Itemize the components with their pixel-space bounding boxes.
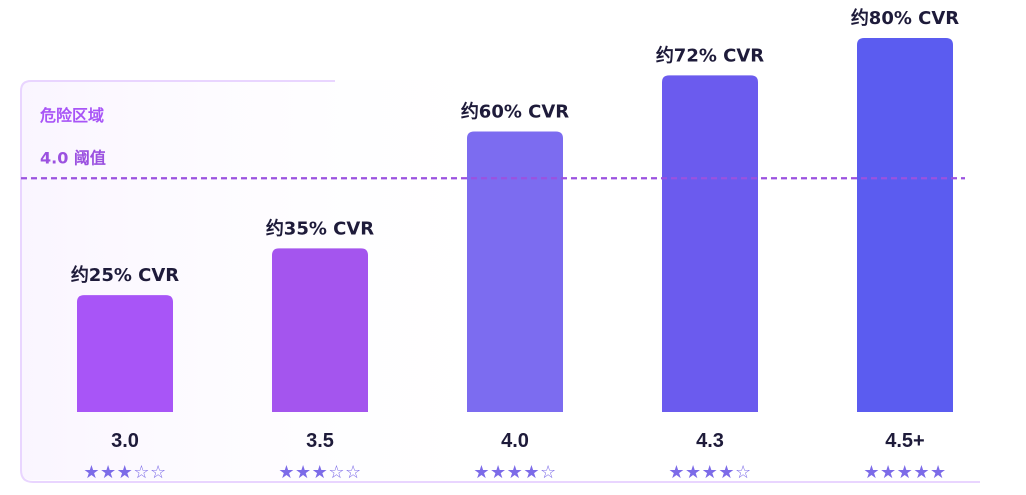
bar-4.5+ bbox=[857, 38, 953, 412]
threshold-label: 4.0 阈值 bbox=[40, 148, 106, 167]
category-label-3.0: 3.0 bbox=[111, 430, 139, 452]
bar-3.5 bbox=[272, 248, 368, 412]
value-label-4.5+: 约80% CVR bbox=[851, 7, 959, 29]
bar-4.3 bbox=[662, 75, 758, 413]
value-label-3.5: 约35% CVR bbox=[266, 217, 374, 239]
star-rating-4.0: ★★★★☆ bbox=[473, 462, 556, 483]
bar-4.0 bbox=[467, 131, 563, 412]
value-label-3.0: 约25% CVR bbox=[71, 264, 179, 286]
category-label-4.0: 4.0 bbox=[501, 430, 529, 452]
bar-3.0 bbox=[77, 295, 173, 412]
category-label-3.5: 3.5 bbox=[306, 430, 334, 452]
danger-zone-border bbox=[20, 80, 980, 483]
danger-zone-label: 危险区域 bbox=[40, 106, 104, 125]
star-rating-3.5: ★★★☆☆ bbox=[278, 462, 361, 483]
value-label-4.0: 约60% CVR bbox=[461, 101, 569, 123]
value-label-4.3: 约72% CVR bbox=[656, 44, 764, 66]
star-rating-4.3: ★★★★☆ bbox=[668, 462, 751, 483]
category-label-4.3: 4.3 bbox=[696, 430, 724, 452]
star-rating-3.0: ★★★☆☆ bbox=[83, 462, 166, 483]
category-label-4.5+: 4.5+ bbox=[885, 430, 924, 452]
star-rating-4.5+: ★★★★★ bbox=[863, 462, 946, 483]
